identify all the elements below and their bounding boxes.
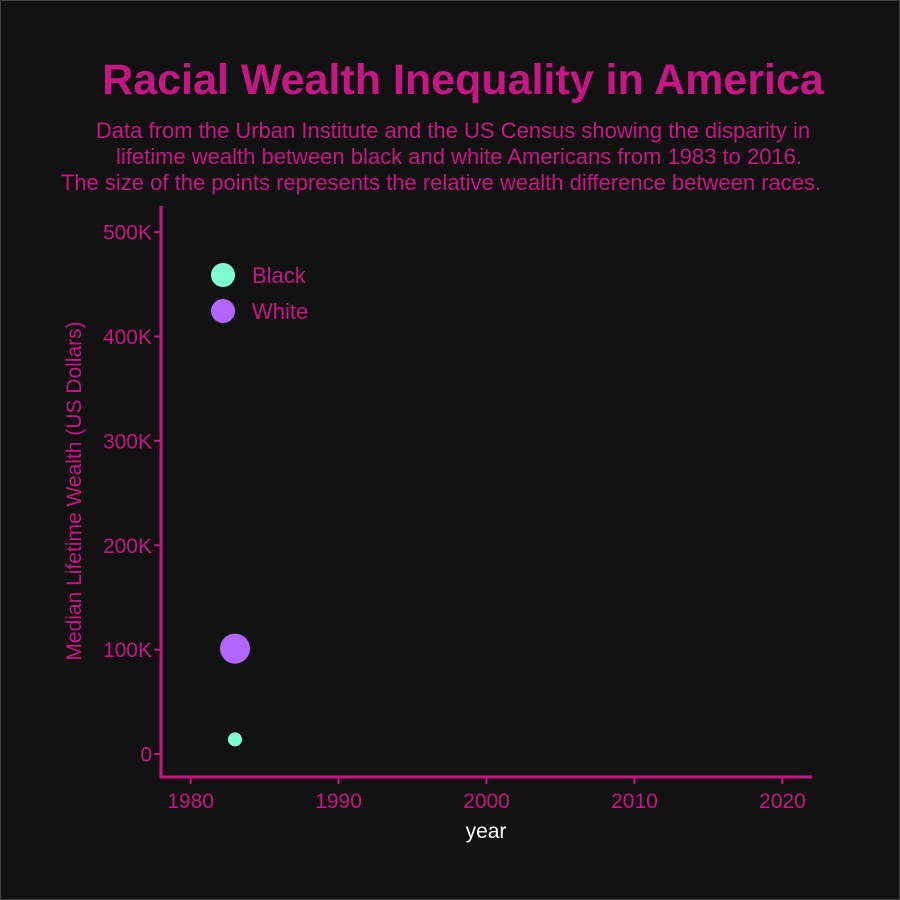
- point-black: [227, 732, 242, 747]
- x-tick-label: 1980: [167, 790, 214, 813]
- y-tick-label: 400K: [103, 326, 152, 349]
- chart-title: Racial Wealth Inequality in America: [102, 56, 825, 104]
- point-white: [219, 633, 250, 664]
- y-tick-label: 100K: [103, 639, 152, 662]
- legend-label-white: White: [252, 299, 308, 324]
- data-points: [219, 633, 250, 747]
- chart-subtitle-line-3: The size of the points represents the re…: [61, 170, 821, 195]
- y-tick-label: 0: [140, 744, 152, 767]
- x-tick-label: 2010: [611, 790, 658, 813]
- chart-subtitle-line-1: Data from the Urban Institute and the US…: [96, 118, 810, 143]
- y-axis-ticks: 0 100K 200K 300K 400K 500K: [103, 222, 161, 767]
- legend: Black White: [211, 263, 308, 324]
- y-tick-label: 200K: [103, 535, 152, 558]
- legend-label-black: Black: [252, 263, 307, 288]
- y-tick-label: 500K: [103, 222, 152, 245]
- x-tick-label: 2000: [463, 790, 510, 813]
- chart-subtitle-line-2: lifetime wealth between black and white …: [116, 144, 802, 169]
- x-axis-label: year: [466, 820, 507, 843]
- x-tick-label: 1990: [315, 790, 362, 813]
- legend-key-white: [211, 299, 235, 323]
- legend-key-black: [211, 263, 235, 287]
- y-tick-label: 300K: [103, 430, 152, 453]
- y-axis-label: Median Lifetime Wealth (US Dollars): [63, 321, 86, 660]
- x-tick-label: 2020: [759, 790, 806, 813]
- x-axis-ticks: 1980 1990 2000 2010 2020: [167, 777, 806, 813]
